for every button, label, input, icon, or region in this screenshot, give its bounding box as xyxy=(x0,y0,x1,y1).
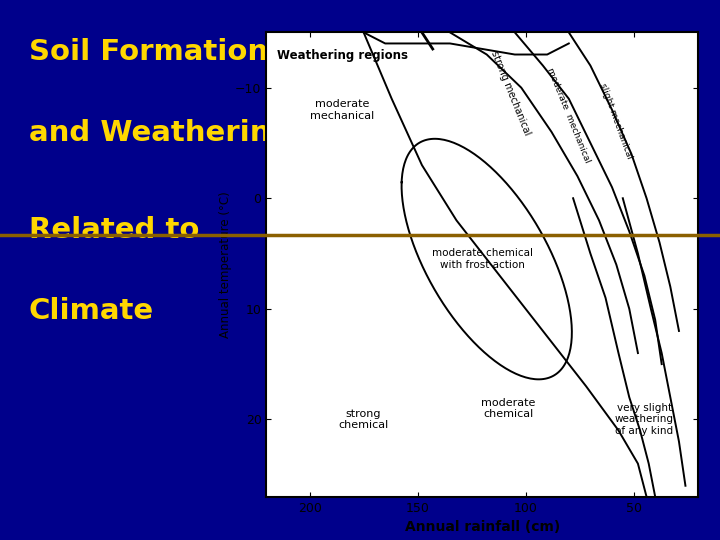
Text: moderate  mechanical: moderate mechanical xyxy=(546,66,592,164)
Text: strong mechanical: strong mechanical xyxy=(489,50,532,137)
Text: Soil Formation: Soil Formation xyxy=(29,38,268,66)
Text: Climate: Climate xyxy=(29,297,154,325)
Text: moderate chemical
with frost action: moderate chemical with frost action xyxy=(432,248,533,270)
Text: Related to: Related to xyxy=(29,216,199,244)
Text: strong
chemical: strong chemical xyxy=(338,409,389,430)
Y-axis label: Annual temperature (°C): Annual temperature (°C) xyxy=(220,191,233,338)
Text: moderate
chemical: moderate chemical xyxy=(481,397,536,419)
Text: very slight
weathering
of any kind: very slight weathering of any kind xyxy=(615,403,674,436)
Text: Weathering regions: Weathering regions xyxy=(277,49,408,62)
X-axis label: Annual rainfall (cm): Annual rainfall (cm) xyxy=(405,520,560,534)
Text: and Weathering: and Weathering xyxy=(29,119,291,147)
Text: slight mechanical: slight mechanical xyxy=(598,82,634,160)
Text: moderate
mechanical: moderate mechanical xyxy=(310,99,374,120)
